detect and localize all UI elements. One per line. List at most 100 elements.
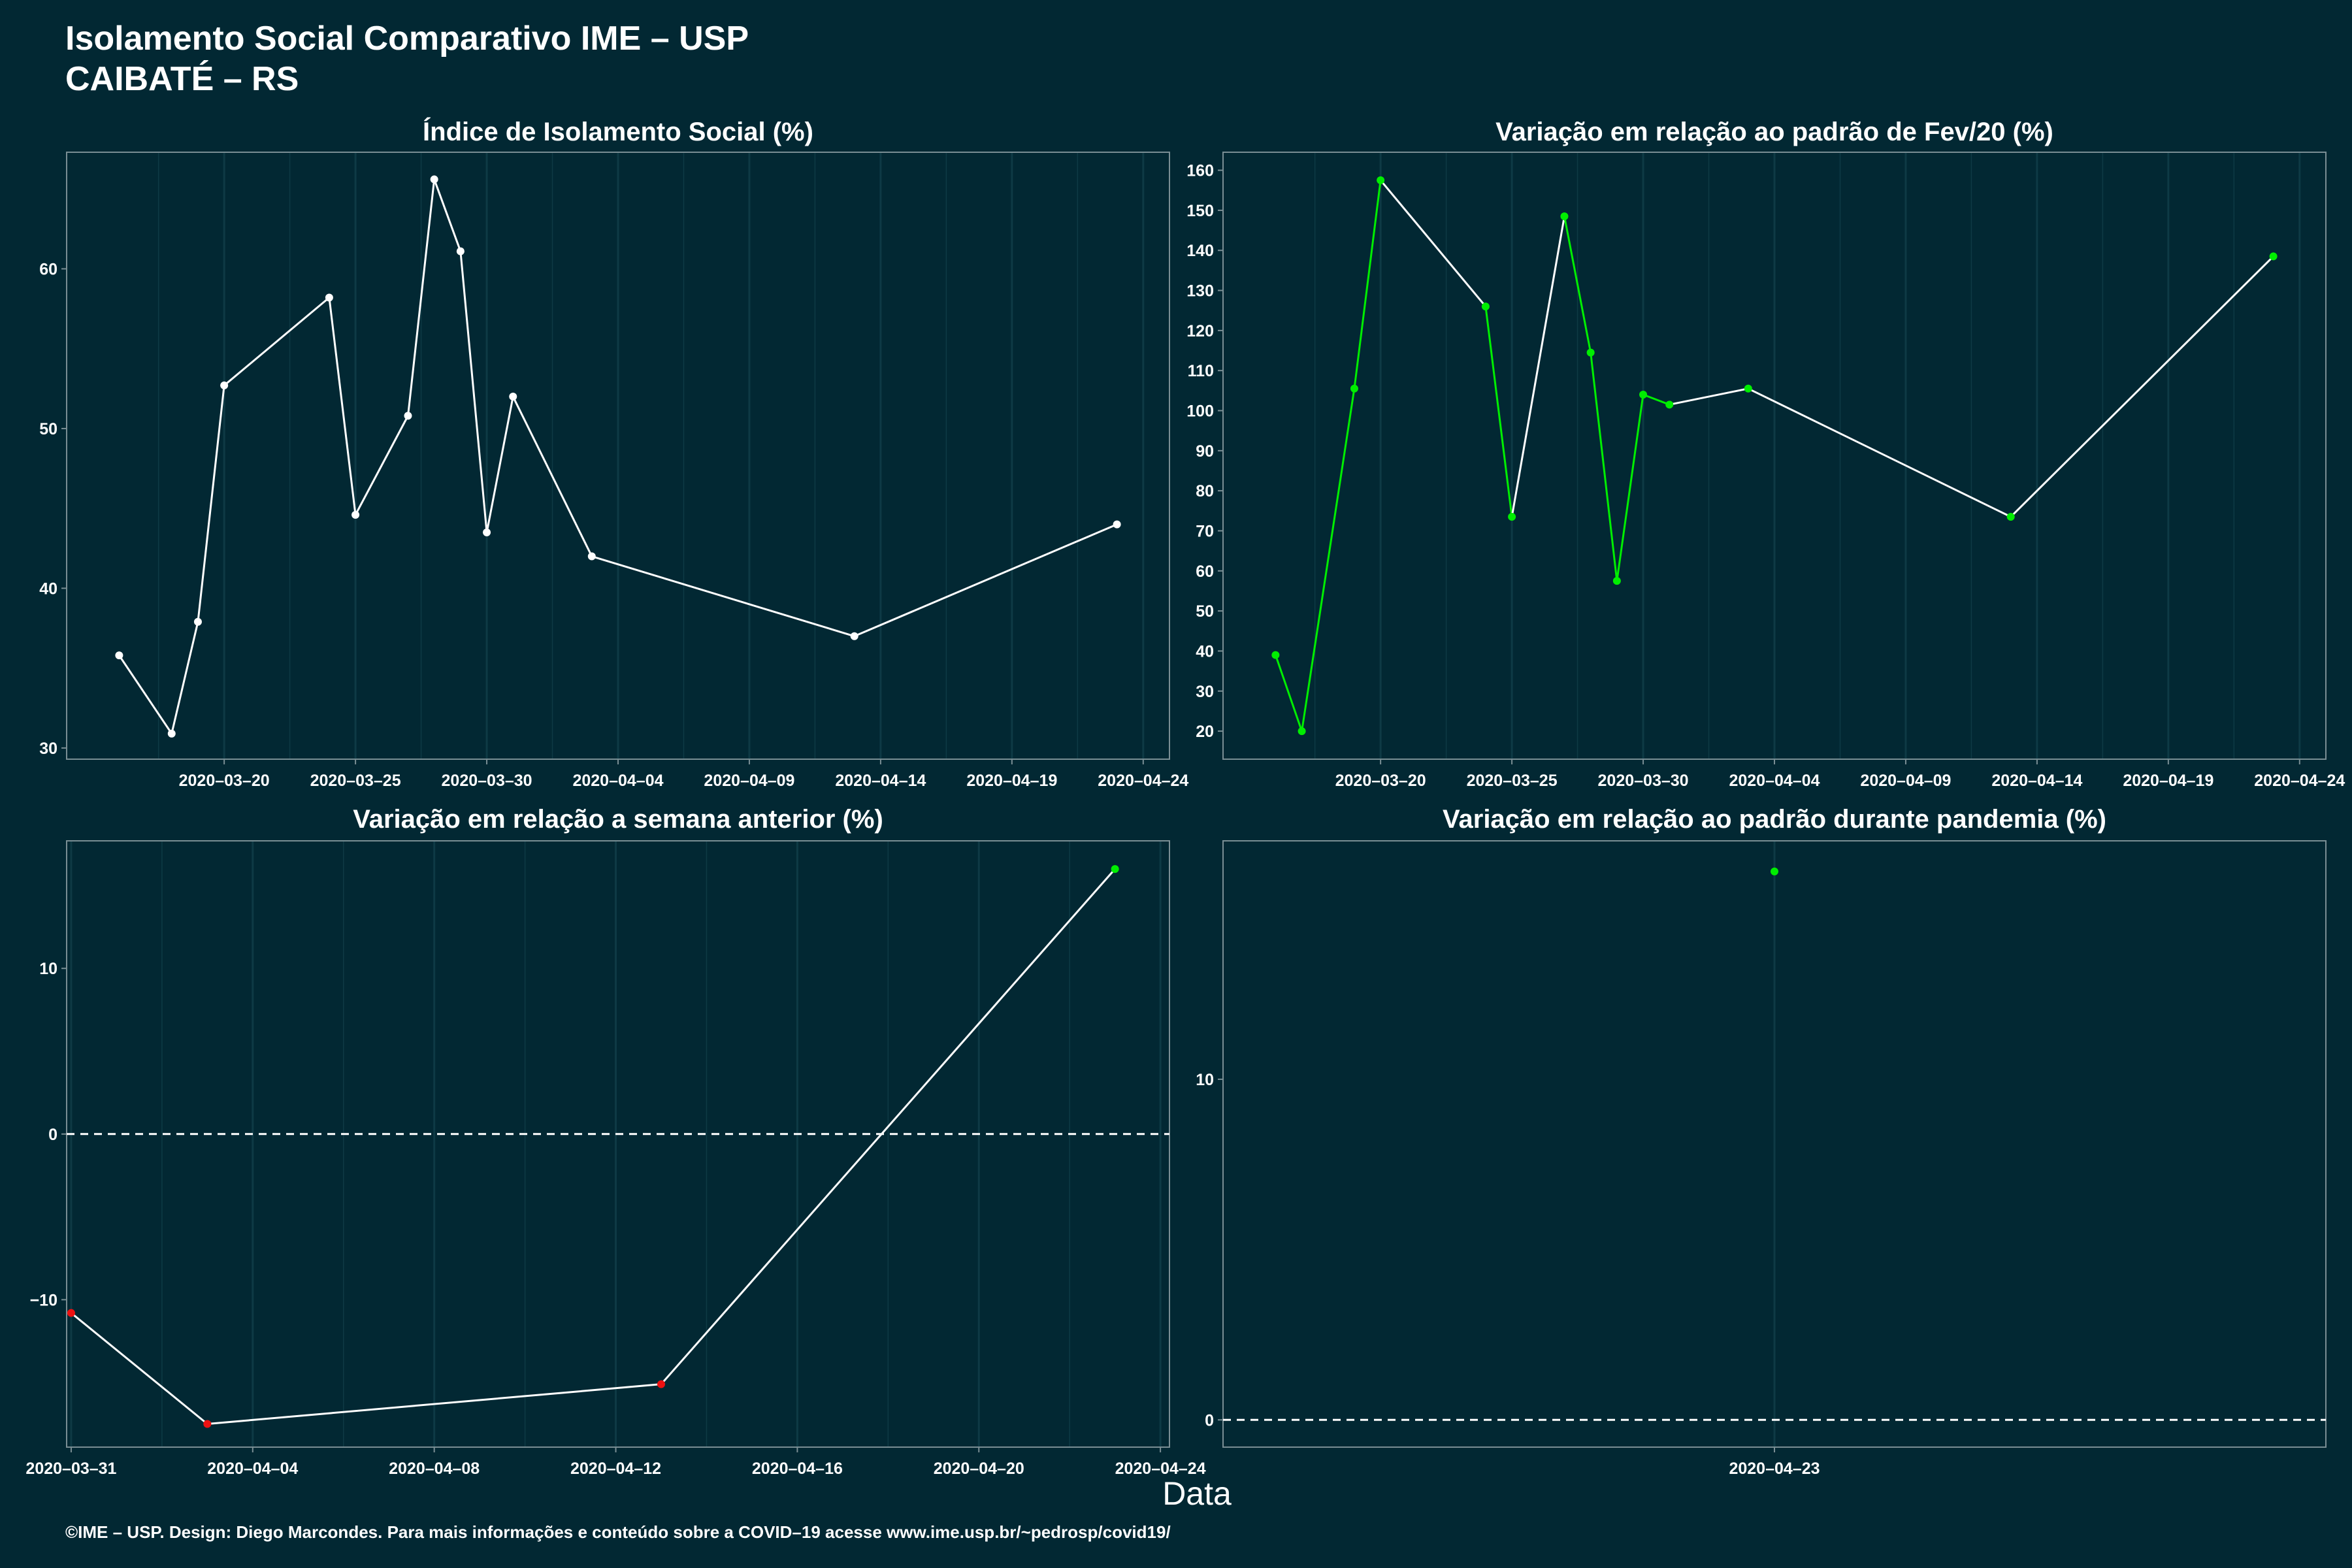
panel-title: Variação em relação ao padrão de Fev/20 … [1495,118,2053,146]
y-tick-label: 80 [1196,482,1214,500]
y-tick-label: 110 [1188,362,1214,380]
series-line-segment [197,385,225,622]
y-tick-label: 50 [1196,602,1214,621]
series-line-segment [2010,255,2274,518]
series-line-segment [512,396,593,557]
series-line-segment [591,555,855,638]
x-tick-label: 2020–03–20 [179,772,270,790]
data-point [1560,212,1569,221]
series-line-segment [1642,393,1670,406]
x-tick-label: 2020–04–09 [1860,772,1951,790]
series-line-segment [660,868,1116,1385]
data-point [456,247,465,255]
data-point [430,175,438,184]
y-tick-label: 60 [1196,563,1214,581]
data-point [67,1309,75,1317]
panel-frame [1222,152,2327,760]
data-point [1113,520,1121,529]
data-point [1586,348,1595,357]
panel-frame [1222,840,2327,1448]
y-tick-label: 40 [39,580,57,598]
x-axis-title: Data [1162,1475,1232,1512]
data-point [1111,865,1119,874]
data-point [1271,651,1280,659]
x-tick-label: 2020–04–20 [934,1460,1024,1478]
series-line-segment [1748,387,2012,518]
data-point [509,393,517,401]
x-tick-label: 2020–04–04 [1729,772,1820,790]
panels: Índice de Isolamento Social (%) 2020–03–2… [25,117,2345,1478]
panel-p2: Variação em relação ao padrão de Fev/20 … [1186,118,2345,790]
x-tick-label: 2020–03–30 [1598,772,1689,790]
series-line-segment [207,1383,662,1425]
y-tick-label: 70 [1196,522,1214,540]
x-tick-label: 2020–04–19 [966,772,1057,790]
data-point [1508,513,1516,521]
data-point [115,651,123,660]
data-point [657,1380,665,1388]
y-tick-label: 60 [39,260,57,278]
series-line-segment [1590,352,1618,581]
y-tick-label: 160 [1186,162,1214,180]
y-tick-label: 90 [1196,442,1214,461]
series-line-segment [1301,388,1356,732]
y-tick-label: 30 [1196,683,1214,701]
data-point [193,617,202,626]
series-line-segment [1563,216,1592,353]
data-point [325,293,333,302]
data-point [1377,176,1385,184]
data-point [483,528,491,536]
y-tick-label: 120 [1186,322,1214,340]
panel-title: Variação em relação a semana anterior (%… [353,805,883,834]
series-line-segment [1353,180,1382,389]
x-tick-label: 2020–03–25 [310,772,401,790]
main-title: Isolamento Social Comparativo IME – USP [65,20,749,57]
panel-frame [66,152,1170,760]
series-line-segment [1616,394,1644,581]
main-subtitle: CAIBATÉ – RS [65,60,299,98]
panel-p3: Variação em relação a semana anterior (%… [25,805,1205,1478]
data-point [351,510,360,519]
series-line-segment [485,396,514,533]
x-tick-label: 2020–04–24 [2254,772,2345,790]
footer-caption: ©IME – USP. Design: Diego Marcondes. Par… [65,1522,1171,1542]
x-tick-label: 2020–04–14 [1991,772,2082,790]
data-point [1771,867,1778,875]
series-line-segment [1274,655,1303,732]
x-tick-label: 2020–03–25 [1467,772,1558,790]
x-tick-label: 2020–04–24 [1098,772,1188,790]
x-tick-label: 2020–04–16 [752,1460,843,1478]
series-line-segment [118,655,173,734]
y-tick-label: 130 [1186,282,1214,301]
y-tick-label: 100 [1186,402,1214,421]
y-tick-label: 150 [1186,202,1214,220]
x-tick-label: 2020–04–08 [389,1460,480,1478]
data-point [1612,577,1621,585]
x-tick-label: 2020–04–04 [572,772,663,790]
series-line-segment [1379,179,1487,308]
x-tick-label: 2020–04–24 [1115,1460,1206,1478]
panel-frame [66,840,1170,1448]
panel-p4: Variação em relação ao padrão durante pa… [1196,805,2327,1478]
data-point [404,412,412,420]
series-line-segment [1511,216,1565,517]
y-tick-label: 40 [1196,642,1214,661]
series-line-segment [223,297,330,387]
x-tick-label: 2020–03–31 [25,1460,116,1478]
data-point [1298,727,1306,736]
data-point [167,729,176,738]
x-tick-label: 2020–04–04 [207,1460,298,1478]
series-line-segment [354,415,409,515]
x-tick-label: 2020–04–19 [2123,772,2213,790]
series-line-segment [171,621,199,734]
x-tick-label: 2020–04–09 [704,772,794,790]
y-tick-label: 140 [1186,242,1214,260]
data-point [587,552,596,561]
data-point [1639,390,1648,399]
series-line-segment [328,297,357,515]
series-line-segment [406,179,436,416]
series-line-segment [854,523,1118,638]
data-point [1350,384,1358,393]
y-tick-label: 20 [1196,723,1214,741]
